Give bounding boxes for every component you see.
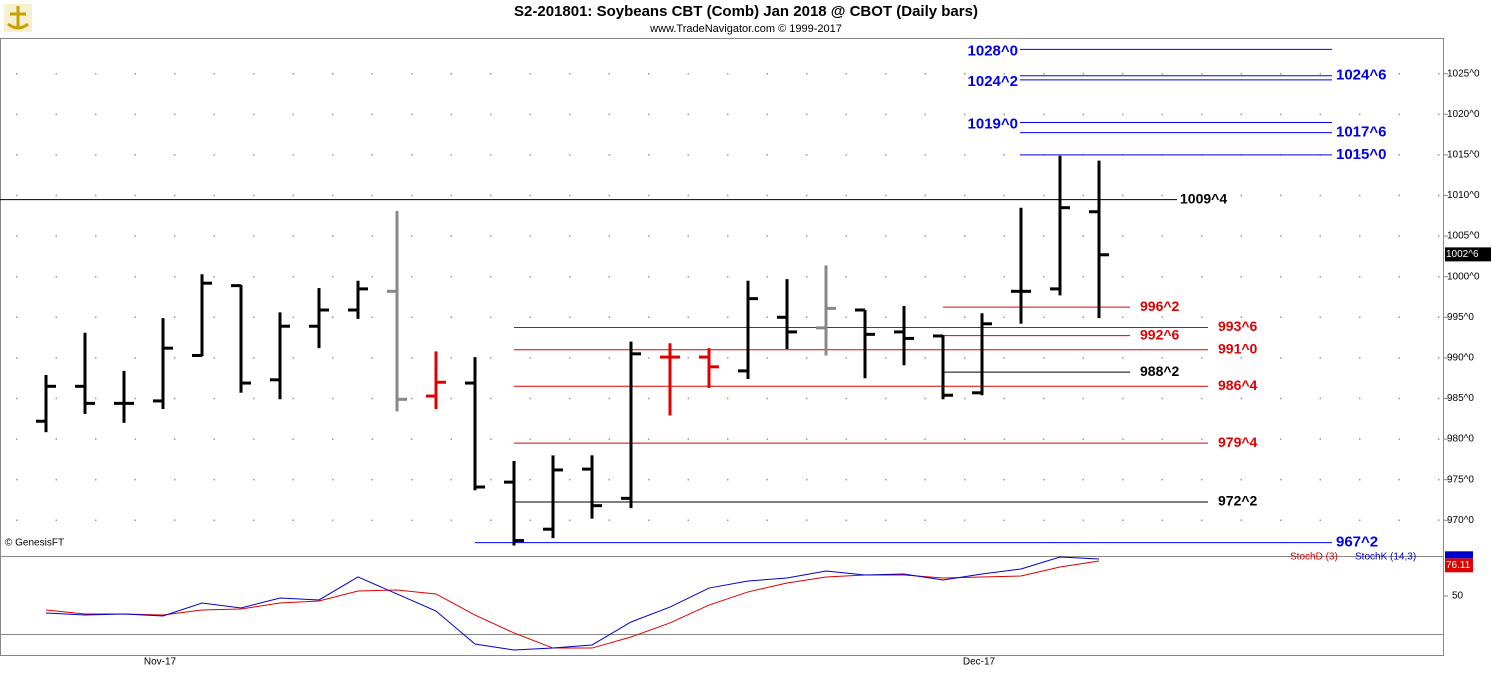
x-tick-label: Nov-17: [144, 657, 177, 668]
stoch-line: [45, 560, 1100, 649]
level-label: 1015^0: [1336, 146, 1386, 163]
copyright-note: © GenesisFT: [5, 538, 64, 549]
y-tick-label: 995^0: [1447, 312, 1474, 323]
level-label: 1009^4: [1180, 190, 1227, 206]
y-tick-label: 970^0: [1447, 515, 1474, 526]
y-tick-label: 1010^0: [1447, 190, 1480, 201]
level-label: 1028^0: [968, 42, 1018, 59]
level-label: 1019^0: [968, 115, 1018, 132]
level-label: 986^4: [1218, 377, 1258, 393]
last-price-box: [1445, 247, 1491, 262]
y-tick-label: 985^0: [1447, 393, 1474, 404]
plot-frame: [0, 38, 1444, 656]
stoch-value-label: 76.11: [1446, 560, 1471, 571]
chart-subtitle: www.TradeNavigator.com © 1999-2017: [649, 23, 842, 35]
y-tick-label: 975^0: [1447, 474, 1474, 485]
level-label: 1024^6: [1336, 67, 1386, 84]
y-tick-label: 1020^0: [1447, 109, 1480, 120]
legend-label: StochK (14,3): [1355, 552, 1416, 563]
level-label: 972^2: [1218, 493, 1258, 509]
level-label: 967^2: [1336, 534, 1378, 551]
y-tick-label: 980^0: [1447, 434, 1474, 445]
y-tick-label: 1025^0: [1447, 68, 1480, 79]
level-label: 1017^6: [1336, 124, 1386, 141]
logo: [4, 4, 32, 32]
legend-label: StochD (3): [1290, 552, 1338, 563]
last-price-label: 1002^6: [1446, 249, 1479, 260]
level-label: 988^2: [1140, 363, 1180, 379]
level-label: 992^6: [1140, 326, 1180, 342]
stoch-line: [45, 556, 1100, 651]
y-tick-label: 1000^0: [1447, 271, 1480, 282]
stoch-value-box: [1445, 558, 1473, 573]
level-label: 1024^2: [968, 73, 1018, 90]
y-tick-label: 990^0: [1447, 353, 1474, 364]
level-label: 991^0: [1218, 340, 1258, 356]
y-tick-label: 1015^0: [1447, 150, 1480, 161]
y-tick-label: 50: [1452, 591, 1464, 602]
level-label: 993^6: [1218, 318, 1258, 334]
level-label: 979^4: [1218, 434, 1258, 450]
x-tick-label: Dec-17: [963, 657, 996, 668]
chart-title: S2-201801: Soybeans CBT (Comb) Jan 2018 …: [514, 3, 978, 20]
stoch-value-box-top: [1445, 551, 1473, 559]
level-label: 996^2: [1140, 298, 1180, 314]
y-tick-label: 1005^0: [1447, 231, 1480, 242]
